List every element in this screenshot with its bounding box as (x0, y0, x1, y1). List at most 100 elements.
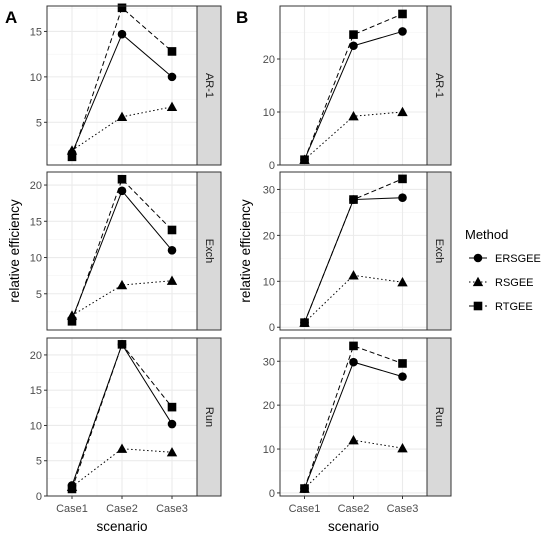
point-rsgee-case3 (397, 106, 408, 117)
y-tick-label: 20 (263, 400, 275, 412)
y-tick-label: 0 (269, 488, 275, 500)
facet-strip (196, 5, 222, 166)
y-tick-label: 0 (269, 160, 275, 172)
legend: Method ERSGEE RSGEE RTGEE (465, 227, 541, 313)
facet-a-exch: 5 10 15 20 Exch (30, 171, 222, 331)
point-rtgee-case3 (167, 47, 177, 56)
point-rtgee-case3 (167, 402, 177, 412)
point-rsgee-case2 (348, 111, 359, 121)
x-tick-label-case1: Case1 (56, 503, 88, 515)
y-tick-label: 10 (30, 72, 42, 84)
point-rtgee-case2 (117, 3, 127, 13)
point-rsgee-case1 (66, 145, 78, 155)
point-rtgee-case2 (117, 340, 127, 349)
legend-key-triangle-icon (472, 276, 484, 287)
series-line-rsgee (71, 448, 173, 488)
point-rsgee-case2 (348, 435, 359, 445)
y-tick-label: 10 (263, 444, 275, 456)
point-rtgee-case3 (398, 9, 407, 19)
y-tick-label: 10 (263, 276, 275, 288)
point-ersgee-case3 (398, 372, 407, 381)
y-tick-label: 5 (36, 456, 42, 468)
y-tick-label: 5 (36, 117, 42, 129)
y-tick-label: 20 (30, 350, 42, 362)
point-rtgee-case2 (349, 341, 358, 351)
y-tick-label: 10 (30, 420, 42, 432)
facet-strip (426, 171, 452, 331)
series-line-rtgee (71, 178, 173, 322)
point-rtgee-case3 (398, 174, 407, 184)
point-rtgee-case1 (300, 318, 309, 327)
y-tick-label: 0 (269, 322, 275, 334)
y-tick-label: 20 (30, 180, 42, 192)
facet-strip-label: Exch (433, 239, 445, 263)
point-rtgee-case1 (67, 152, 77, 162)
y-tick-label: 30 (263, 184, 275, 196)
x-tick-label-case3: Case3 (387, 503, 419, 515)
y-tick-label: 15 (30, 385, 42, 397)
x-tick-label-case3: Case3 (156, 503, 188, 515)
y-tick-label: 20 (263, 54, 275, 66)
point-ersgee-case2 (117, 186, 127, 196)
facet-strip-label: AR-1 (203, 73, 215, 98)
point-ersgee-case3 (167, 419, 177, 429)
point-rsgee-case2 (116, 443, 128, 453)
facet-strip (196, 171, 222, 331)
facet-strip (196, 337, 222, 497)
panel-label-b: B (236, 8, 248, 27)
chart-a: A 5 10 15 AR-1 5 10 15 20 Exch 0 5 10 15 20 Run Case1 Cas… (5, 3, 222, 534)
point-ersgee-case3 (398, 27, 407, 36)
legend-item-ersgee: ERSGEE (469, 253, 541, 265)
point-rtgee-case1 (67, 484, 77, 494)
chart-b: B 0 10 20 AR-1 0 10 20 30 Exch 0 10 20 30 Run Case1 Case… (236, 5, 452, 534)
point-rsgee-case3 (397, 442, 408, 453)
facet-a-run: 0 5 10 15 20 Run (30, 337, 222, 503)
point-rsgee-case3 (166, 447, 178, 457)
legend-item-rtgee: RTGEE (469, 301, 533, 313)
x-axis-title: scenario (328, 519, 379, 534)
point-rsgee-case3 (166, 275, 178, 285)
point-ersgee-case2 (349, 41, 358, 51)
panel-label-a: A (5, 8, 17, 27)
point-rtgee-case1 (67, 317, 77, 326)
facet-strip-label: Run (433, 407, 445, 427)
legend-item-rsgee: RSGEE (469, 276, 534, 289)
facet-b-ar-1: 0 10 20 AR-1 (263, 5, 452, 172)
facet-b-exch: 0 10 20 30 Exch (263, 171, 452, 334)
legend-label: RSGEE (495, 277, 534, 289)
series-line-rtgee (304, 13, 403, 160)
point-ersgee-case2 (349, 357, 358, 367)
facet-a-ar-1: 5 10 15 AR-1 (30, 3, 222, 166)
y-tick-label: 20 (263, 230, 275, 242)
legend-key-circle-icon (473, 253, 483, 263)
x-tick-label-case1: Case1 (289, 503, 321, 515)
x-axis-title: scenario (96, 519, 147, 534)
point-rtgee-case2 (117, 174, 127, 184)
y-tick-label: 5 (36, 289, 42, 301)
facet-strip (426, 337, 452, 497)
y-tick-label: 10 (30, 253, 42, 265)
legend-label: RTGEE (495, 301, 533, 313)
facet-strip-label: Exch (203, 239, 215, 263)
point-rsgee-case3 (166, 101, 178, 112)
point-rtgee-case1 (300, 155, 309, 164)
legend-key-square-icon (473, 301, 483, 311)
y-axis-title: relative efficiency (238, 199, 253, 303)
point-rsgee-case3 (397, 277, 408, 287)
point-rsgee-case2 (116, 279, 128, 290)
legend-label: ERSGEE (495, 253, 541, 265)
y-tick-label: 0 (36, 491, 42, 503)
point-ersgee-case3 (167, 72, 177, 82)
y-axis-title: relative efficiency (7, 199, 22, 303)
point-ersgee-case3 (167, 245, 177, 255)
y-tick-label: 15 (30, 26, 42, 38)
facet-b-run: 0 10 20 30 Run (263, 337, 452, 500)
point-rtgee-case2 (349, 195, 358, 204)
point-rsgee-case2 (348, 270, 359, 280)
y-tick-label: 30 (263, 356, 275, 368)
series-line-rtgee (71, 6, 173, 157)
point-rtgee-case1 (300, 484, 309, 493)
point-rsgee-case2 (116, 111, 128, 122)
y-tick-label: 10 (263, 107, 275, 119)
